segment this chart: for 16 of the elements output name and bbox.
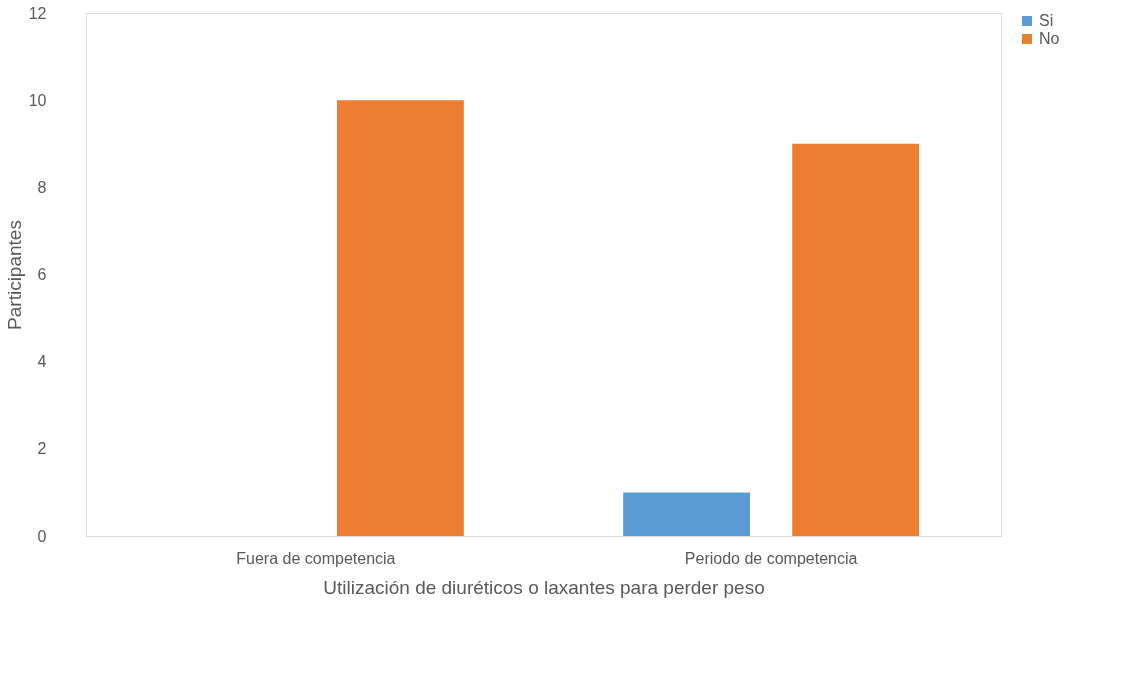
y-tick-label: 8 (37, 178, 47, 196)
x-tick-label: Periodo de competencia (684, 549, 858, 567)
y-tick-label: 4 (37, 353, 47, 371)
y-tick-label: 2 (37, 440, 47, 458)
y-tick-label: 10 (28, 91, 47, 109)
legend-label: Si (1039, 12, 1054, 29)
bar (623, 492, 750, 536)
bar (337, 100, 464, 536)
y-tick-label: 12 (28, 4, 47, 22)
y-tick-label: 6 (37, 266, 47, 283)
bar (792, 143, 920, 536)
y-tick-label: 0 (37, 527, 47, 545)
x-axis-title: Utilización de diuréticos o laxantes para perder peso (323, 576, 765, 598)
x-tick-label: Fuera de competencia (236, 549, 396, 567)
legend-label: No (1039, 30, 1060, 47)
y-axis-title: Participantes (3, 220, 25, 330)
